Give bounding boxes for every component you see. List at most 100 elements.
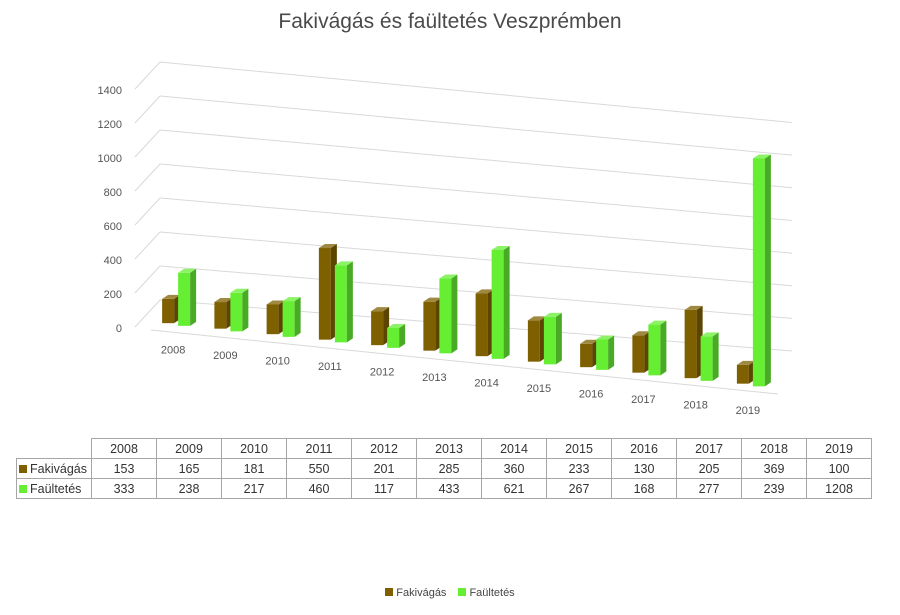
- bar-Fakivágás-2009: [214, 298, 233, 329]
- table-value-cell: 130: [611, 458, 677, 479]
- bar-Faültetés-2012: [387, 323, 406, 348]
- bar-side: [608, 335, 615, 370]
- bar-front: [162, 298, 175, 324]
- y-tick-label: 1000: [98, 153, 122, 165]
- bar-Fakivágás-2017: [632, 331, 651, 373]
- bar-top: [387, 323, 406, 328]
- table-value-cell: 205: [676, 458, 742, 479]
- gridline: [159, 197, 793, 254]
- bar-front: [439, 278, 452, 354]
- bar-front: [387, 327, 400, 348]
- bar-top: [752, 154, 771, 159]
- gridline-side: [134, 163, 161, 192]
- bar-top: [371, 307, 390, 312]
- y-tick-label: 1400: [98, 85, 122, 97]
- table-header-cell: 2014: [481, 438, 547, 459]
- table-row: Faültetés 333 238 217 460 117 433 621 267 168 277 2…: [16, 478, 872, 499]
- x-tick-label: 2016: [579, 388, 603, 400]
- chart-title: Fakivágás és faültetés Veszprémben: [278, 10, 622, 33]
- y-tick-label: 200: [104, 289, 122, 301]
- x-tick-label: 2009: [213, 350, 237, 362]
- bar-front: [282, 301, 295, 337]
- bar-top: [475, 289, 494, 294]
- bar-Fakivágás-2015: [527, 316, 546, 362]
- table-header-cell: 2018: [741, 438, 807, 459]
- bar-top: [282, 297, 301, 302]
- y-tick-label: 1200: [98, 119, 122, 131]
- bar-Faültetés-2008: [178, 268, 197, 326]
- table-value-cell: 433: [416, 478, 482, 499]
- x-tick-label: 2008: [161, 344, 185, 356]
- bar-front: [318, 248, 331, 340]
- x-tick-label: 2019: [736, 405, 760, 417]
- gridline-side: [134, 197, 161, 226]
- x-tick-label: 2017: [631, 394, 655, 406]
- series-name: Fakivágás: [30, 461, 87, 476]
- bar-Fakivágás-2011: [318, 244, 337, 340]
- bar-Fakivágás-2010: [266, 300, 285, 335]
- table-value-cell: 238: [156, 478, 222, 499]
- table-value-cell: 233: [546, 458, 612, 479]
- bar-side: [503, 245, 510, 359]
- table-header-cell: 2011: [286, 438, 352, 459]
- bar-front: [736, 364, 749, 384]
- table-header-cell: 2019: [806, 438, 872, 459]
- table-value-cell: 239: [741, 478, 807, 499]
- bar-front: [648, 324, 661, 376]
- bar-Fakivágás-2008: [162, 294, 181, 324]
- table-header-cell: 2012: [351, 438, 417, 459]
- bar-front: [491, 249, 504, 359]
- legend-key-swatch: [19, 464, 27, 473]
- bar-side: [660, 320, 667, 376]
- table-value-cell: 621: [481, 478, 547, 499]
- bar-top: [736, 360, 755, 365]
- table-value-cell: 277: [676, 478, 742, 499]
- table-value-cell: 153: [91, 458, 157, 479]
- table-row: Fakivágás 153 165 181 550 201 285 360 233 130 205 3…: [16, 458, 872, 479]
- x-tick-label: 2018: [683, 399, 707, 411]
- x-tick-label: 2012: [370, 366, 394, 378]
- y-axis-ticks: 0 200 400 600 800 1000 1200 1400: [98, 85, 122, 335]
- bar-side: [399, 323, 406, 348]
- bar-Faültetés-2014: [491, 245, 510, 359]
- gridline: [159, 163, 793, 221]
- bar-Faültetés-2013: [439, 274, 458, 354]
- bar-Faültetés-2016: [596, 335, 615, 370]
- table-value-cell: 369: [741, 458, 807, 479]
- bar-top: [214, 298, 233, 303]
- bar-Fakivágás-2018: [684, 305, 703, 379]
- bar-Faültetés-2015: [543, 312, 562, 365]
- bar-front: [580, 343, 593, 368]
- table-value-cell: 267: [546, 478, 612, 499]
- y-tick-label: 800: [104, 187, 122, 199]
- bar-Faültetés-2011: [334, 261, 353, 343]
- bar-top: [684, 305, 703, 310]
- gridline-side: [134, 265, 161, 294]
- bar-side: [764, 154, 771, 387]
- bar-top: [178, 268, 197, 273]
- bar-front: [371, 311, 384, 346]
- x-tick-label: 2013: [422, 372, 446, 384]
- bar-Faültetés-2009: [230, 288, 249, 332]
- bar-top: [334, 261, 353, 266]
- table-value-cell: 181: [221, 458, 287, 479]
- bar-top: [543, 312, 562, 317]
- legend-label: Faültetés: [469, 587, 515, 599]
- table-row-header: Fakivágás: [16, 458, 92, 479]
- x-tick-label: 2015: [527, 383, 551, 395]
- series-name: Faültetés: [30, 481, 82, 496]
- table-value-cell: 100: [806, 458, 872, 479]
- y-tick-label: 600: [104, 221, 122, 233]
- bar-front: [596, 339, 609, 370]
- bar-front: [334, 265, 347, 343]
- bar-top: [596, 335, 615, 340]
- bar-front: [423, 301, 436, 351]
- table-header-cell: 2015: [546, 438, 612, 459]
- bar-side: [242, 288, 249, 332]
- table-value-cell: 201: [351, 458, 417, 479]
- bar-top: [230, 288, 249, 293]
- bar-Fakivágás-2016: [580, 339, 599, 368]
- table-value-cell: 550: [286, 458, 352, 479]
- bar-top: [632, 331, 651, 336]
- bar-side: [346, 261, 353, 343]
